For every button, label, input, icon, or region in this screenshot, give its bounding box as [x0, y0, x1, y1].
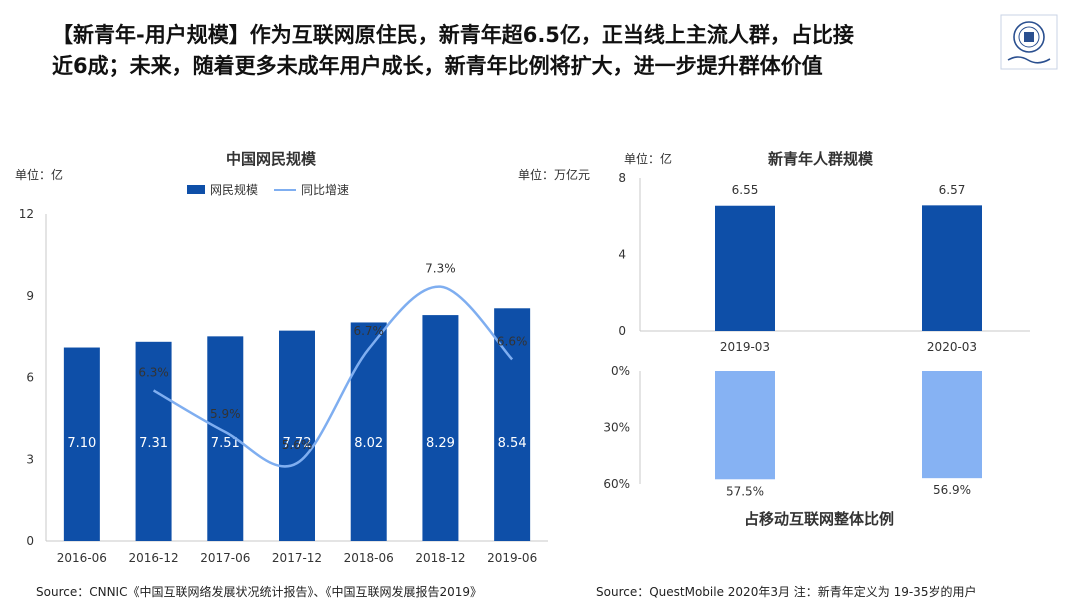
bar-internet-users [422, 315, 459, 541]
university-logo [1000, 14, 1058, 70]
left-chart-title: 中国网民规模 [226, 150, 317, 168]
bar-value-label: 8.29 [426, 436, 455, 451]
bar-value-label: 56.9% [933, 483, 971, 497]
bar-internet-users [494, 308, 531, 541]
bar-new-youth-size [715, 205, 775, 331]
bar-value-label: 8.02 [354, 436, 383, 451]
bar-value-label: 6.55 [732, 183, 759, 197]
line-value-label: 5.9% [210, 407, 241, 421]
line-value-label: 6.6% [497, 334, 528, 348]
bar-value-label: 8.54 [498, 436, 527, 451]
x-tick-label: 2020-03 [927, 340, 977, 354]
line-value-label: 7.3% [425, 262, 456, 276]
left-chart: 0 3 6 9 12 7.10 2016-06 7.31 2016-12 7.51 2017-06 7… [19, 207, 548, 565]
right-bottom-chart-title: 占移动互联网整体比例 [744, 510, 895, 528]
y-tick-label: 30% [603, 421, 630, 435]
x-tick-label: 2017-06 [200, 551, 250, 565]
right-chart-unit: 单位：亿 [624, 152, 673, 166]
legend-bar-swatch [187, 185, 205, 194]
y-tick-label: 0 [618, 324, 626, 338]
bar-new-youth-size [922, 205, 982, 331]
right-bottom-chart: 0% 30% 60% 57.5% 56.9% [603, 364, 982, 498]
y-tick-label: 0% [611, 364, 630, 378]
right-top-chart: 0 4 8 6.55 2019-03 6.57 2020-03 [618, 171, 1030, 354]
legend-line-swatch [274, 188, 297, 191]
growth-rate-line [152, 285, 514, 468]
y-tick-label: 4 [618, 248, 626, 262]
bar-value-label: 7.10 [67, 436, 96, 451]
y-tick-label: 12 [19, 207, 34, 221]
x-tick-label: 2019-06 [487, 551, 537, 565]
bar-value-label: 7.72 [283, 436, 312, 451]
y-tick-label: 0 [26, 534, 34, 548]
x-tick-label: 2017-12 [272, 551, 322, 565]
y-tick-label: 6 [26, 371, 34, 385]
bar-mobile-share [715, 371, 775, 480]
left-chart-legend: 网民规模 同比增速 [187, 181, 349, 198]
y-tick-label: 9 [26, 289, 34, 303]
y-tick-label: 8 [618, 171, 626, 185]
source-left: Source：CNNIC《中国互联网络发展状况统计报告》、《中国互联网发展报告2… [36, 585, 483, 599]
y-tick-label: 60% [603, 477, 630, 491]
line-value-label: 6.7% [353, 324, 384, 338]
left-chart-unit-left: 单位：亿 [15, 168, 64, 182]
line-value-label: 6.3% [138, 365, 169, 379]
bar-internet-users [279, 330, 315, 541]
bar-mobile-share [922, 371, 982, 479]
x-tick-label: 2018-12 [415, 551, 465, 565]
x-tick-label: 2019-03 [720, 340, 770, 354]
x-tick-label: 2016-06 [57, 551, 107, 565]
y-tick-label: 3 [26, 452, 34, 466]
bar-value-label: 7.51 [211, 436, 240, 451]
right-top-chart-title: 新青年人群规模 [768, 150, 874, 168]
x-tick-label: 2018-06 [344, 551, 394, 565]
bar-value-label: 6.57 [939, 183, 966, 197]
bar-value-label: 57.5% [726, 484, 764, 498]
page-title: 【新青年-用户规模】作为互联网原住民，新青年超6.5亿，正当线上主流人群，占比接… [52, 23, 854, 78]
line-value-label: 5.6% [282, 438, 313, 452]
x-tick-label: 2016-12 [129, 551, 179, 565]
bar-internet-users [135, 341, 172, 541]
source-right: Source：QuestMobile 2020年3月 注：新青年定义为 19-3… [596, 585, 977, 599]
left-chart-unit-right: 单位：万亿元 [518, 168, 591, 182]
legend-line-label: 同比增速 [301, 183, 350, 197]
bar-value-label: 7.31 [139, 436, 168, 451]
bar-internet-users [350, 322, 387, 541]
legend-bar-label: 网民规模 [210, 183, 259, 197]
bar-internet-users [63, 347, 100, 541]
